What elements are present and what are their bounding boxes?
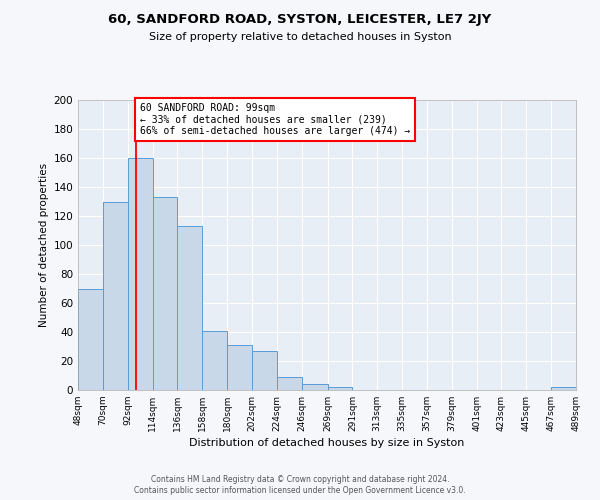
Text: Size of property relative to detached houses in Syston: Size of property relative to detached ho… (149, 32, 451, 42)
Bar (302, 384, 328, 390)
Bar (551, 387, 576, 390)
X-axis label: Distribution of detached houses by size in Syston: Distribution of detached houses by size … (190, 438, 464, 448)
Text: 60, SANDFORD ROAD, SYSTON, LEICESTER, LE7 2JY: 60, SANDFORD ROAD, SYSTON, LEICESTER, LE… (109, 12, 491, 26)
Bar (227, 345, 252, 390)
Text: 60 SANDFORD ROAD: 99sqm
← 33% of detached houses are smaller (239)
66% of semi-d: 60 SANDFORD ROAD: 99sqm ← 33% of detache… (140, 103, 410, 136)
Bar (178, 226, 202, 390)
Bar (277, 377, 302, 390)
Y-axis label: Number of detached properties: Number of detached properties (39, 163, 49, 327)
Text: Contains HM Land Registry data © Crown copyright and database right 2024.: Contains HM Land Registry data © Crown c… (151, 475, 449, 484)
Bar (103, 202, 128, 390)
Bar (202, 330, 227, 390)
Bar (328, 387, 352, 390)
Bar (252, 351, 277, 390)
Text: Contains public sector information licensed under the Open Government Licence v3: Contains public sector information licen… (134, 486, 466, 495)
Bar (128, 158, 152, 390)
Bar (152, 197, 178, 390)
Bar (78, 288, 103, 390)
